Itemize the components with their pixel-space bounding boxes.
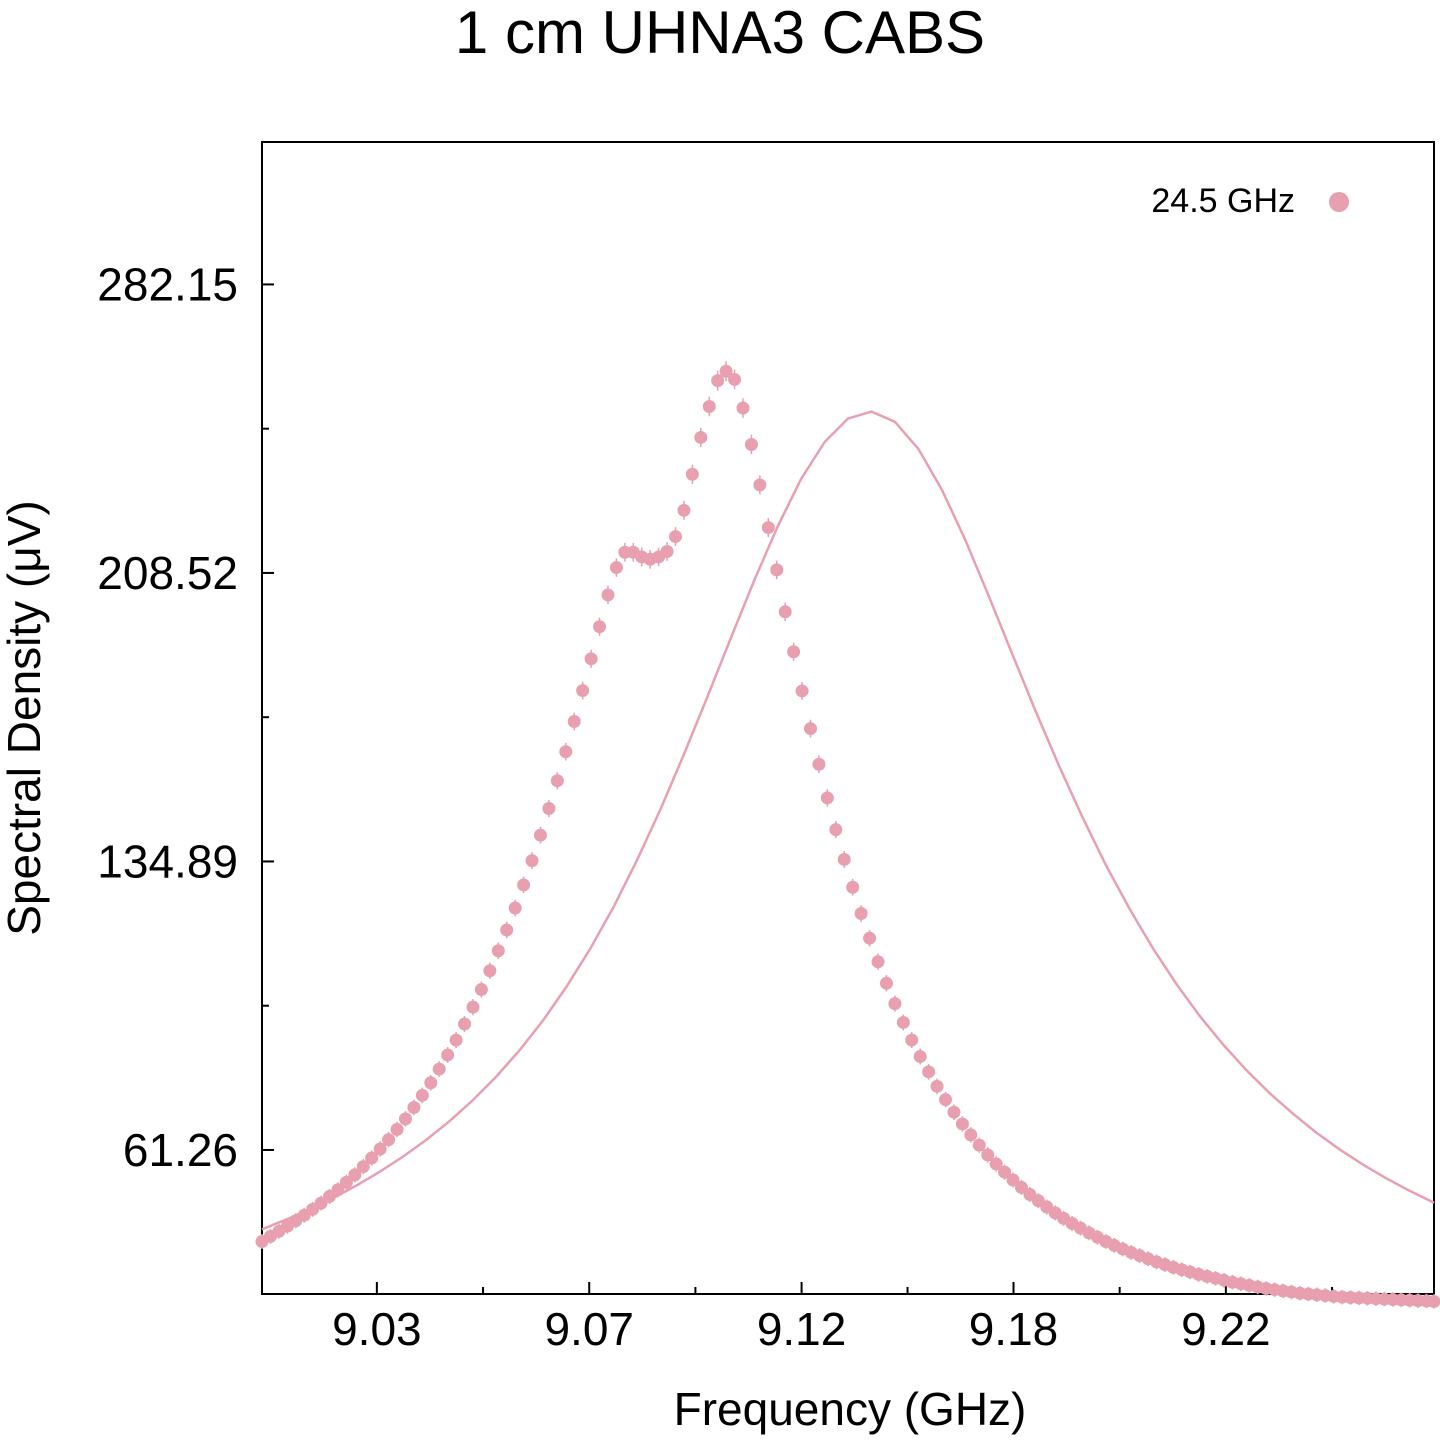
data-point	[685, 467, 699, 481]
data-point	[373, 1142, 387, 1156]
data-point	[542, 802, 556, 816]
data-point	[390, 1122, 404, 1136]
data-point	[407, 1100, 421, 1114]
data-point	[795, 684, 809, 698]
data-point	[736, 401, 750, 415]
plot-frame	[261, 141, 1435, 1295]
data-point	[660, 544, 674, 558]
data-point	[922, 1065, 936, 1079]
legend: 24.5 GHz	[1151, 182, 1349, 220]
x-tick-label: 9.07	[544, 1303, 634, 1355]
data-point	[348, 1168, 362, 1182]
data-point	[382, 1133, 396, 1147]
data-point	[365, 1151, 379, 1165]
data-point	[508, 901, 522, 915]
y-tick-label: 208.52	[97, 547, 238, 599]
data-point	[711, 374, 725, 388]
data-point	[761, 521, 775, 535]
data-point	[744, 437, 758, 451]
data-point	[846, 880, 860, 894]
legend-label: 24.5 GHz	[1151, 182, 1295, 220]
data-point	[609, 561, 623, 575]
data-point	[567, 715, 581, 729]
x-axis-label: Frequency (GHz)	[674, 1383, 1027, 1435]
data-point	[803, 722, 817, 736]
data-point	[998, 1165, 1012, 1179]
y-tick-label: 134.89	[97, 835, 238, 887]
data-point	[668, 530, 682, 544]
data-point	[424, 1076, 438, 1090]
data-point	[331, 1183, 345, 1197]
data-point	[559, 745, 573, 759]
y-tick-label: 61.26	[123, 1124, 238, 1176]
data-point	[533, 828, 547, 842]
data-point	[576, 684, 590, 698]
legend-marker	[1329, 192, 1349, 212]
data-point	[719, 364, 733, 378]
data-point	[677, 503, 691, 517]
data-point	[1006, 1173, 1020, 1187]
data-point	[879, 976, 893, 990]
fit-curve-group	[261, 410, 1435, 1231]
data-point	[888, 997, 902, 1011]
data-point	[449, 1033, 463, 1047]
data-point	[601, 588, 615, 602]
data-point	[550, 774, 564, 788]
data-point	[770, 563, 784, 577]
data-point	[339, 1175, 353, 1189]
data-point	[955, 1117, 969, 1131]
data-point	[863, 931, 877, 945]
data-point	[854, 907, 868, 921]
chart-title: 1 cm UHNA3 CABS	[455, 0, 985, 66]
data-point	[905, 1033, 919, 1047]
data-point	[778, 605, 792, 619]
data-point	[517, 878, 531, 892]
data-point	[398, 1112, 412, 1126]
data-point	[812, 757, 826, 771]
data-points-group	[255, 361, 1440, 1309]
data-point	[753, 478, 767, 492]
data-point	[837, 852, 851, 866]
fit-curve	[261, 410, 1435, 1231]
data-point	[871, 955, 885, 969]
data-point	[483, 964, 497, 978]
data-point	[896, 1015, 910, 1029]
data-point	[913, 1050, 927, 1064]
data-point	[466, 1000, 480, 1014]
data-point	[829, 823, 843, 837]
data-point	[474, 983, 488, 997]
data-point	[972, 1138, 986, 1152]
x-tick-label: 9.22	[1181, 1303, 1271, 1355]
x-tick-label: 9.03	[332, 1303, 422, 1355]
data-point	[947, 1105, 961, 1119]
data-point	[981, 1148, 995, 1162]
data-point	[702, 399, 716, 413]
data-point	[491, 944, 505, 958]
data-point	[939, 1093, 953, 1107]
data-point	[930, 1079, 944, 1093]
data-point	[356, 1160, 370, 1174]
data-point	[989, 1157, 1003, 1171]
data-point	[415, 1088, 429, 1102]
data-point	[820, 791, 834, 805]
data-point	[500, 923, 514, 937]
data-point	[593, 620, 607, 634]
data-point	[694, 430, 708, 444]
y-tick-label: 282.15	[97, 258, 238, 310]
y-axis-ticks: 61.26 134.89 208.52 282.15	[97, 258, 274, 1176]
data-point	[728, 372, 742, 386]
y-axis-label: Spectral Density (μV)	[0, 500, 50, 936]
data-point	[525, 854, 539, 868]
x-tick-label: 9.12	[757, 1303, 847, 1355]
x-tick-label: 9.18	[969, 1303, 1059, 1355]
data-point	[584, 652, 598, 666]
x-axis-ticks: 9.03 9.07 9.12 9.18 9.22	[332, 1282, 1334, 1355]
data-point	[964, 1128, 978, 1142]
data-point	[432, 1062, 446, 1076]
data-point	[458, 1017, 472, 1031]
data-point	[1427, 1294, 1440, 1308]
data-point	[787, 645, 801, 659]
data-point	[441, 1048, 455, 1062]
